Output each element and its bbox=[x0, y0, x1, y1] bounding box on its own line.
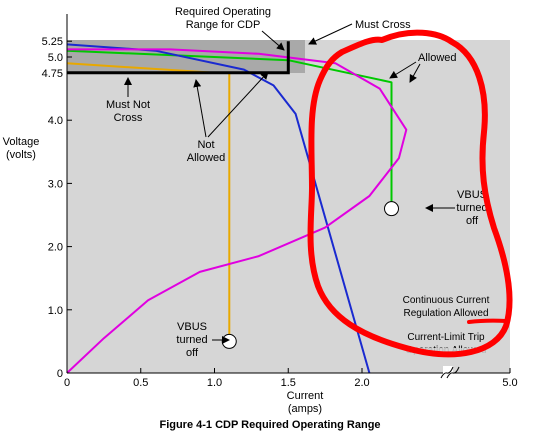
x-axis-label-line2: (amps) bbox=[288, 403, 322, 415]
annotation-vbus-off-orange-line2: turned bbox=[176, 334, 207, 346]
annotation-trip-line1: Current-Limit Trip bbox=[407, 332, 485, 343]
x-tick-label: 1.5 bbox=[281, 377, 296, 389]
y-tick-label: 1.0 bbox=[48, 305, 63, 317]
annotation-required-range-line1: Required Operating bbox=[175, 6, 271, 18]
figure-caption: Figure 4-1 CDP Required Operating Range bbox=[159, 419, 380, 431]
y-tick-label: 2.0 bbox=[48, 242, 63, 254]
required-range-boundary bbox=[67, 41, 290, 75]
annotation-required-range-line2: Range for CDP bbox=[186, 19, 261, 31]
annotation-not-allowed-arrow-2 bbox=[207, 71, 269, 138]
y-tick-label: 3.0 bbox=[48, 178, 63, 190]
tick-group: 0 0.5 1.0 1.5 2.0 5.0 0 1.0 2.0 3.0 4.0 4.75 5.0 5.25 bbox=[42, 36, 518, 389]
x-axis-label-line1: Current bbox=[287, 390, 324, 402]
x-tick-label: 2.0 bbox=[354, 377, 369, 389]
annotation-allowed-arrow-2 bbox=[409, 63, 421, 83]
y-tick-label: 5.25 bbox=[42, 36, 63, 48]
annotation-allowed-arrow-1 bbox=[389, 61, 417, 79]
annotation-required-range-arrow bbox=[261, 30, 285, 51]
series-group bbox=[66, 43, 408, 374]
x-tick-label: 0 bbox=[64, 377, 70, 389]
y-tick-label: 4.0 bbox=[48, 115, 63, 127]
x-tick-label: 5.0 bbox=[502, 377, 517, 389]
annotation-must-cross-arrow bbox=[308, 23, 353, 45]
plot-background bbox=[67, 40, 510, 373]
annotation-not-allowed-line1: Not bbox=[197, 139, 214, 151]
y-axis-label-line2: (volts) bbox=[6, 149, 36, 161]
annotation-must-cross: Must Cross bbox=[355, 19, 411, 31]
annotation-regulation-line2: Regulation Allowed bbox=[403, 308, 488, 319]
y-tick-label: 5.0 bbox=[48, 52, 63, 64]
annotation-vbus-off-green-line2: turned bbox=[456, 202, 487, 214]
annotation-vbus-off-green-line3: off bbox=[466, 215, 479, 227]
annotation-vbus-off-orange-line3: off bbox=[186, 347, 199, 359]
y-tick-label: 4.75 bbox=[42, 68, 63, 80]
annotation-vbus-off-green-line1: VBUS bbox=[457, 189, 487, 201]
annotation-allowed: Allowed bbox=[418, 52, 457, 64]
series-end-marker-1 bbox=[384, 201, 399, 217]
red-highlight-loop bbox=[307, 29, 513, 358]
annotation-not-allowed-arrow-1 bbox=[193, 79, 207, 138]
series-end-marker-0 bbox=[221, 333, 237, 349]
annotation-vbus-off-orange-line1: VBUS bbox=[177, 321, 207, 333]
y-axis-label-line1: Voltage bbox=[3, 136, 40, 148]
x-tick-label: 0.5 bbox=[133, 377, 148, 389]
boundary-group bbox=[67, 41, 290, 75]
red-underline bbox=[467, 318, 508, 324]
annotation-must-not-cross-line1: Must Not bbox=[106, 99, 150, 111]
annotation-regulation-line1: Continuous Current bbox=[403, 295, 490, 306]
annotation-not-allowed-line2: Allowed bbox=[187, 152, 226, 164]
x-tick-label: 1.0 bbox=[207, 377, 222, 389]
series-line-3 bbox=[66, 48, 408, 374]
y-tick-label: 0 bbox=[57, 368, 63, 380]
annotation-must-not-cross-line2: Cross bbox=[114, 112, 143, 124]
axis-break-mark bbox=[440, 366, 460, 380]
